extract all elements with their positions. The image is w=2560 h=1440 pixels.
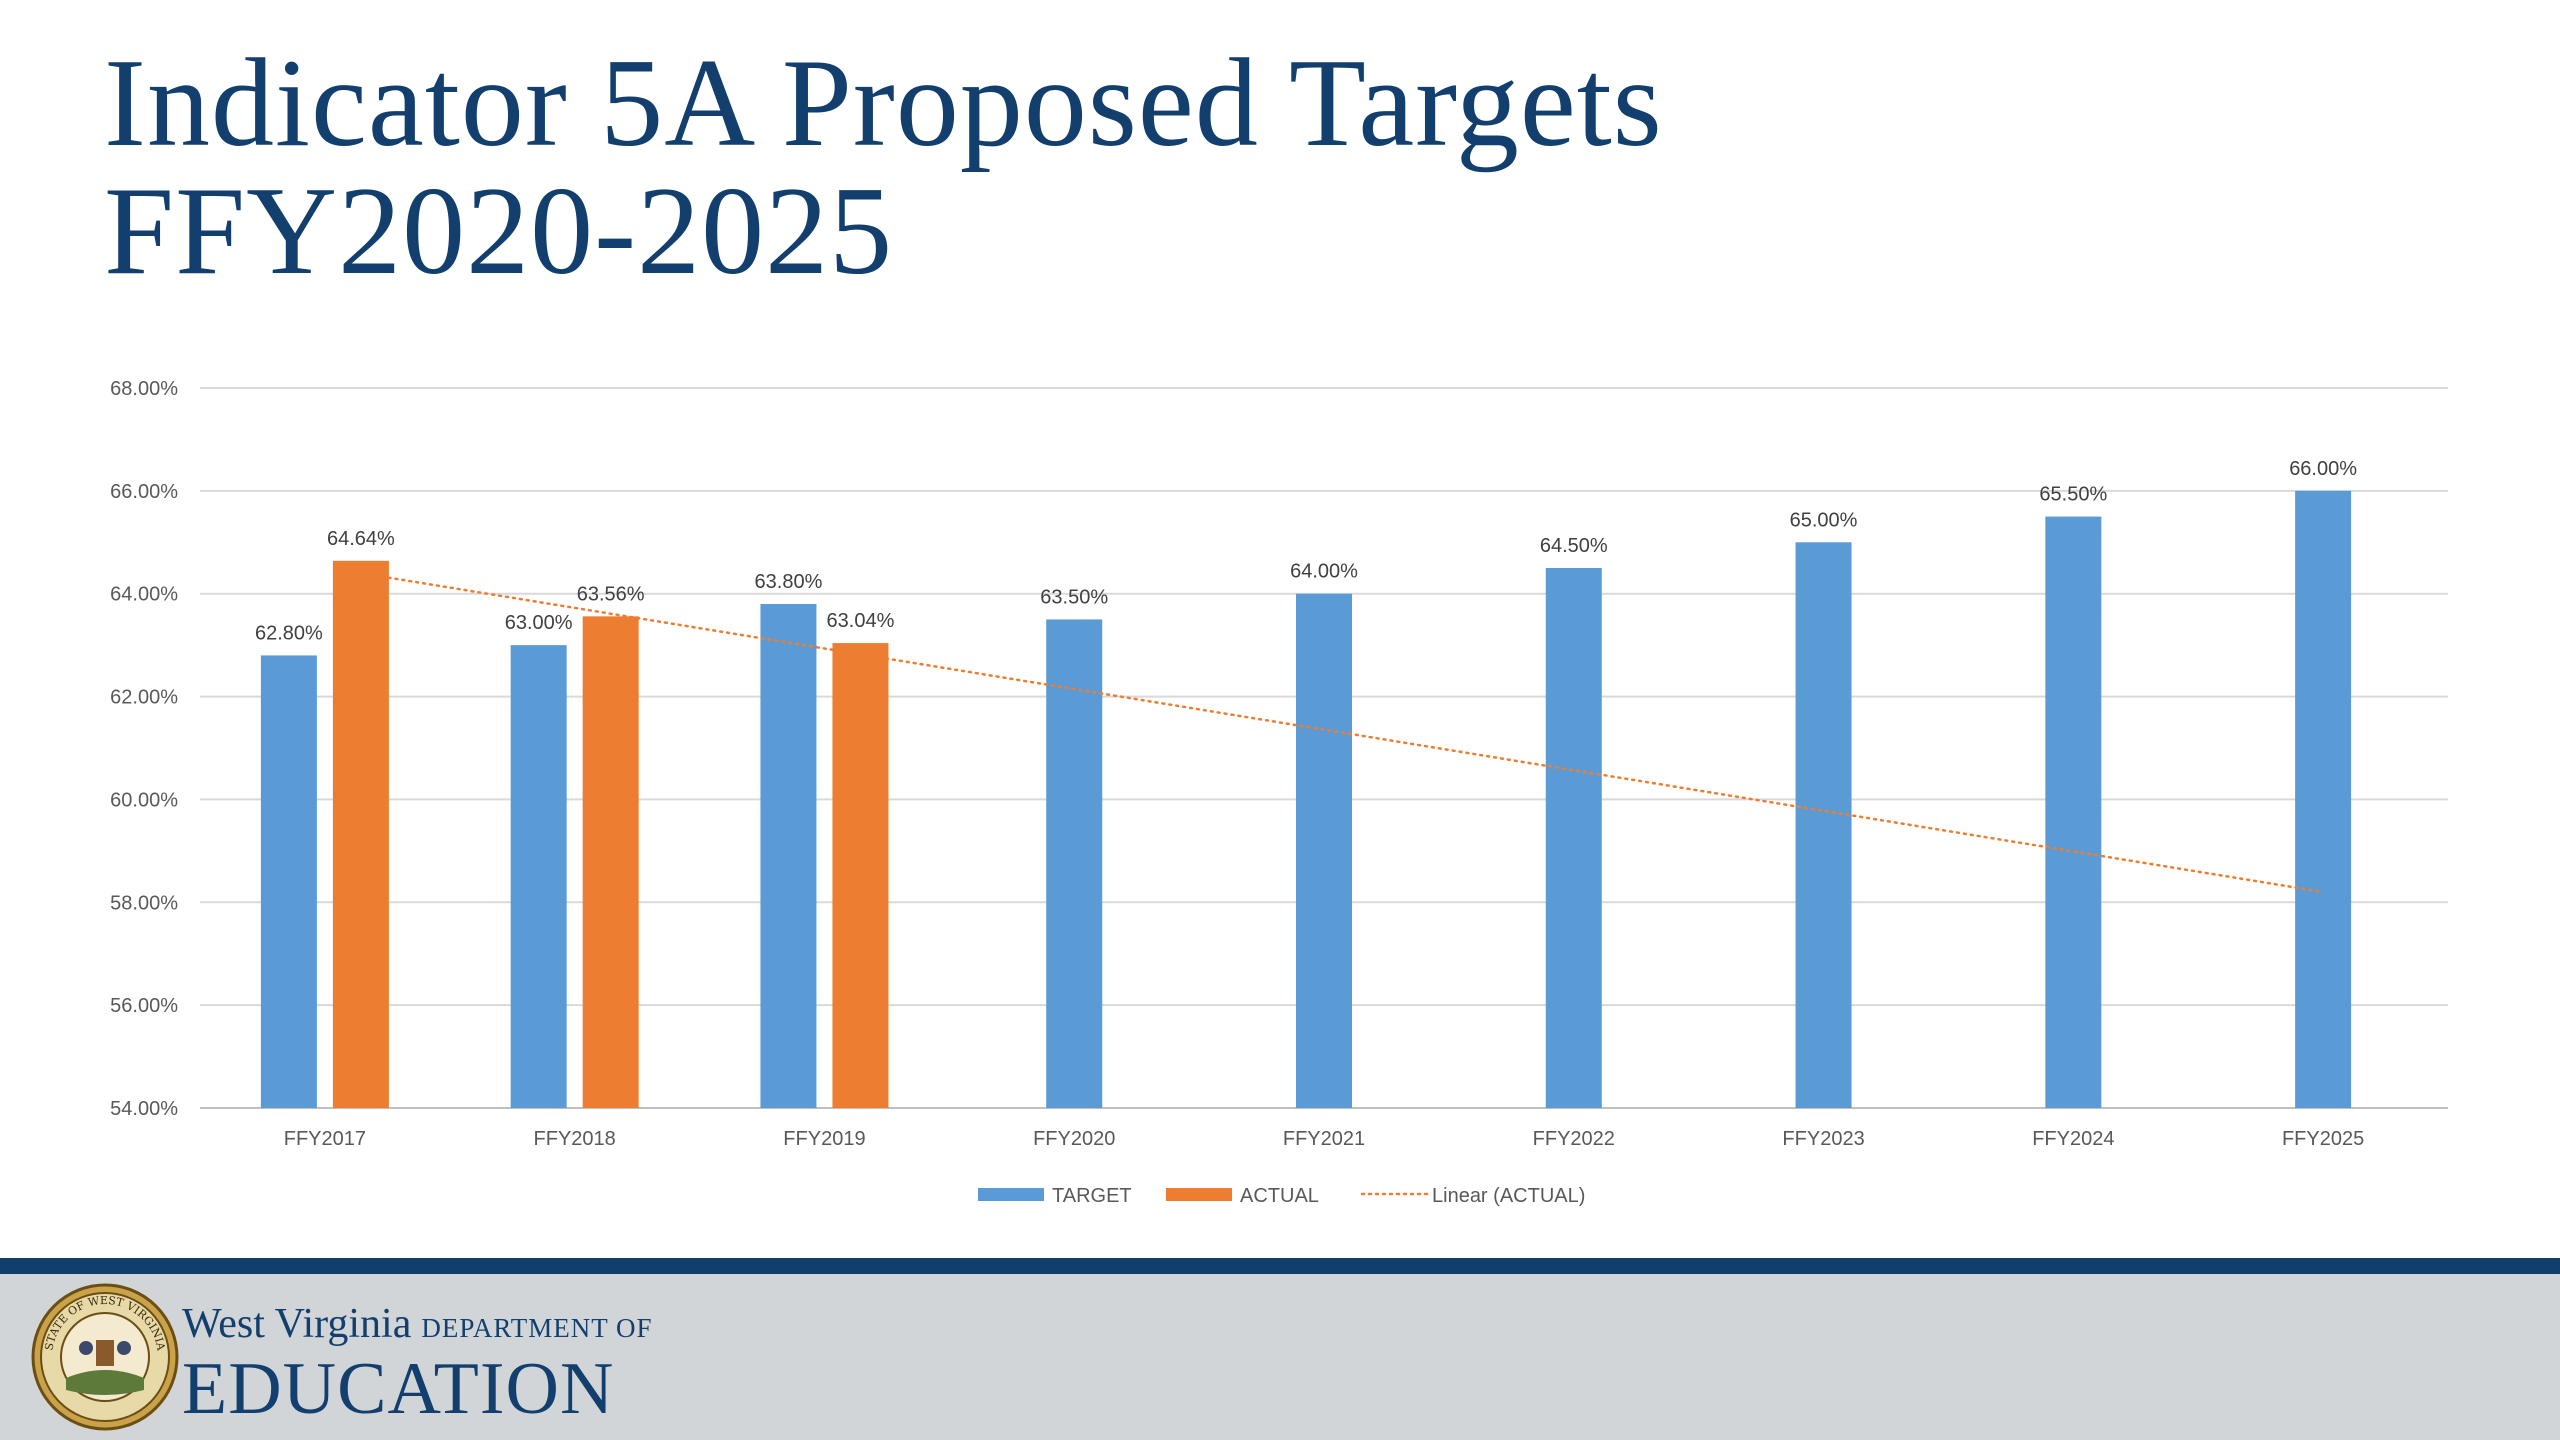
y-tick-label: 60.00%	[110, 789, 178, 811]
x-tick-label: FFY2021	[1283, 1128, 1365, 1150]
y-tick-label: 54.00%	[110, 1098, 178, 1120]
x-tick-label: FFY2019	[783, 1128, 865, 1150]
target-data-label: 66.00%	[2289, 458, 2357, 480]
target-data-label: 63.50%	[1040, 586, 1108, 608]
actual-data-label: 64.64%	[327, 528, 395, 550]
bar-chart: 54.00% 56.00% 58.00% 60.00% 62.00% 64.00% 66.0…	[110, 378, 2448, 1207]
target-data-label: 65.00%	[1790, 509, 1858, 531]
target-bar	[1795, 542, 1852, 1108]
slide-title-line2: FFY2020-2025	[104, 162, 894, 301]
target-data-label: 64.00%	[1290, 561, 1358, 583]
target-data-label: 64.50%	[1540, 535, 1608, 557]
x-tick-label: FFY2025	[2282, 1128, 2364, 1150]
state-seal-logo: STATE OF WEST VIRGINIA	[31, 1283, 179, 1431]
target-bar	[760, 604, 817, 1108]
target-bar	[510, 645, 567, 1108]
actual-bar	[582, 616, 639, 1108]
brand-department: DEPARTMENT OF	[421, 1313, 653, 1343]
y-tick-label: 62.00%	[110, 687, 178, 709]
target-data-label: 63.00%	[505, 612, 573, 634]
x-tick-label: FFY2020	[1033, 1128, 1115, 1150]
trendline	[359, 571, 2325, 894]
y-tick-label: 66.00%	[110, 481, 178, 503]
target-bar	[2045, 516, 2102, 1108]
actual-bar	[832, 643, 889, 1108]
target-bar	[260, 655, 317, 1108]
target-bar	[1046, 619, 1103, 1108]
target-data-label: 62.80%	[255, 622, 323, 644]
target-bar	[1296, 593, 1352, 1108]
legend-trendline-label: Linear (ACTUAL)	[1432, 1185, 1585, 1207]
actual-bar	[332, 560, 389, 1108]
y-tick-label: 58.00%	[110, 892, 178, 914]
y-tick-label: 68.00%	[110, 378, 178, 400]
target-data-label: 63.80%	[755, 571, 823, 593]
brand-state: West Virginia	[182, 1301, 412, 1347]
target-bar	[2295, 490, 2352, 1108]
target-bar	[1545, 568, 1602, 1108]
actual-data-label: 63.56%	[577, 583, 645, 605]
slide-title-line1: Indicator 5A Proposed Targets	[104, 34, 1663, 173]
y-tick-label: 56.00%	[110, 995, 178, 1017]
legend-actual-swatch	[1166, 1188, 1232, 1201]
legend-actual-label: ACTUAL	[1240, 1185, 1319, 1207]
legend-target-label: TARGET	[1052, 1185, 1132, 1207]
brand-education: EDUCATION	[182, 1348, 615, 1430]
x-tick-label: FFY2017	[284, 1128, 366, 1150]
y-tick-label: 64.00%	[110, 584, 178, 606]
x-tick-label: FFY2023	[1782, 1128, 1864, 1150]
slide-title: Indicator 5A Proposed Targets FFY2020-20…	[104, 40, 1663, 296]
wv-education-logo: West Virginia DEPARTMENT OF EDUCATION	[182, 1300, 653, 1426]
x-tick-label: FFY2022	[1533, 1128, 1615, 1150]
target-data-label: 65.50%	[2039, 484, 2107, 506]
legend-target-swatch	[978, 1188, 1044, 1201]
x-tick-label: FFY2018	[534, 1128, 616, 1150]
footer-bar	[0, 1274, 2560, 1440]
x-tick-label: FFY2024	[2032, 1128, 2114, 1150]
footer-rule	[0, 1258, 2560, 1274]
actual-data-label: 63.04%	[827, 610, 895, 632]
